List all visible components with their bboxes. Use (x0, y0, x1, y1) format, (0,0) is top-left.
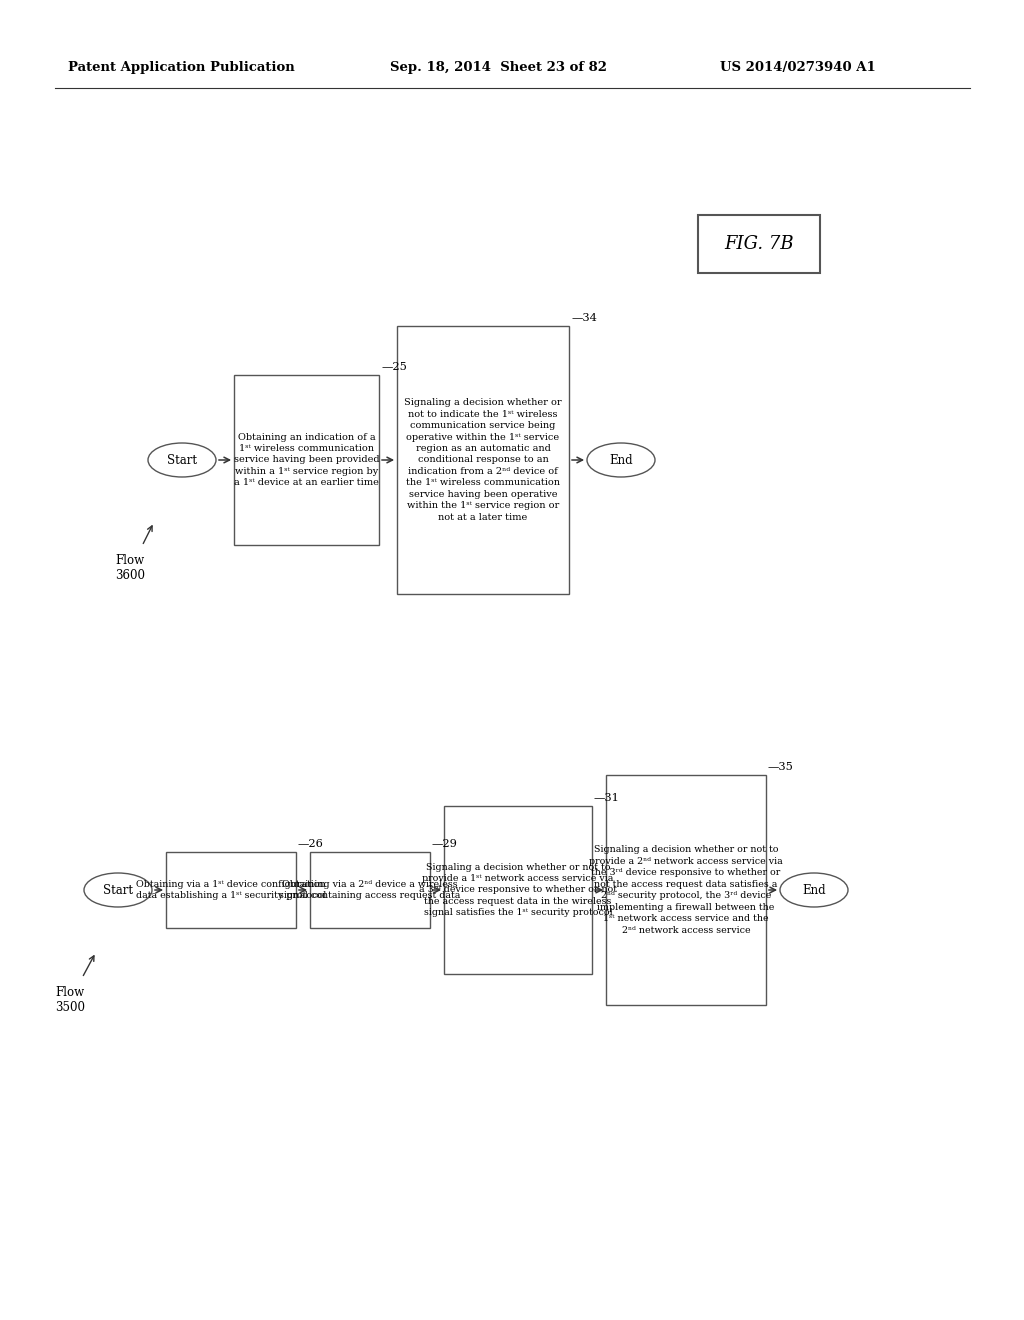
Text: Patent Application Publication: Patent Application Publication (68, 62, 295, 74)
Text: Obtaining via a 2ⁿᵈ device a wireless
signal containing access request data: Obtaining via a 2ⁿᵈ device a wireless si… (280, 879, 461, 900)
Text: Obtaining via a 1ˢᵗ device configuration
data establishing a 1ˢᵗ security protoc: Obtaining via a 1ˢᵗ device configuration… (136, 879, 327, 900)
Bar (234, 375, 379, 545)
Text: —31: —31 (594, 793, 620, 803)
Ellipse shape (587, 444, 655, 477)
Text: Start: Start (103, 883, 133, 896)
Text: —34: —34 (571, 313, 597, 323)
Ellipse shape (84, 873, 152, 907)
Ellipse shape (780, 873, 848, 907)
Text: Signaling a decision whether or not to
provide a 2ⁿᵈ network access service via
: Signaling a decision whether or not to p… (589, 845, 783, 935)
Bar (166, 851, 296, 928)
Bar (444, 807, 592, 974)
Text: Sep. 18, 2014  Sheet 23 of 82: Sep. 18, 2014 Sheet 23 of 82 (390, 62, 607, 74)
Text: —29: —29 (432, 840, 458, 849)
Bar (310, 851, 430, 928)
Text: FIG. 7B: FIG. 7B (724, 235, 794, 253)
Text: —35: —35 (768, 762, 794, 772)
Text: Signaling a decision whether or not to
provide a 1ˢᵗ network access service via
: Signaling a decision whether or not to p… (419, 862, 617, 917)
Text: —25: —25 (381, 362, 407, 372)
Text: End: End (802, 883, 825, 896)
Text: Obtaining an indication of a
1ˢᵗ wireless communication
service having been prov: Obtaining an indication of a 1ˢᵗ wireles… (233, 433, 379, 487)
Bar (606, 775, 766, 1005)
Text: Flow
3600: Flow 3600 (115, 554, 145, 582)
Text: Flow
3500: Flow 3500 (55, 986, 85, 1014)
Bar (698, 215, 820, 273)
Ellipse shape (148, 444, 216, 477)
Text: End: End (609, 454, 633, 466)
Text: —26: —26 (298, 840, 324, 849)
Text: US 2014/0273940 A1: US 2014/0273940 A1 (720, 62, 876, 74)
Text: Signaling a decision whether or
not to indicate the 1ˢᵗ wireless
communication s: Signaling a decision whether or not to i… (404, 399, 562, 521)
Bar (397, 326, 569, 594)
Text: Start: Start (167, 454, 197, 466)
